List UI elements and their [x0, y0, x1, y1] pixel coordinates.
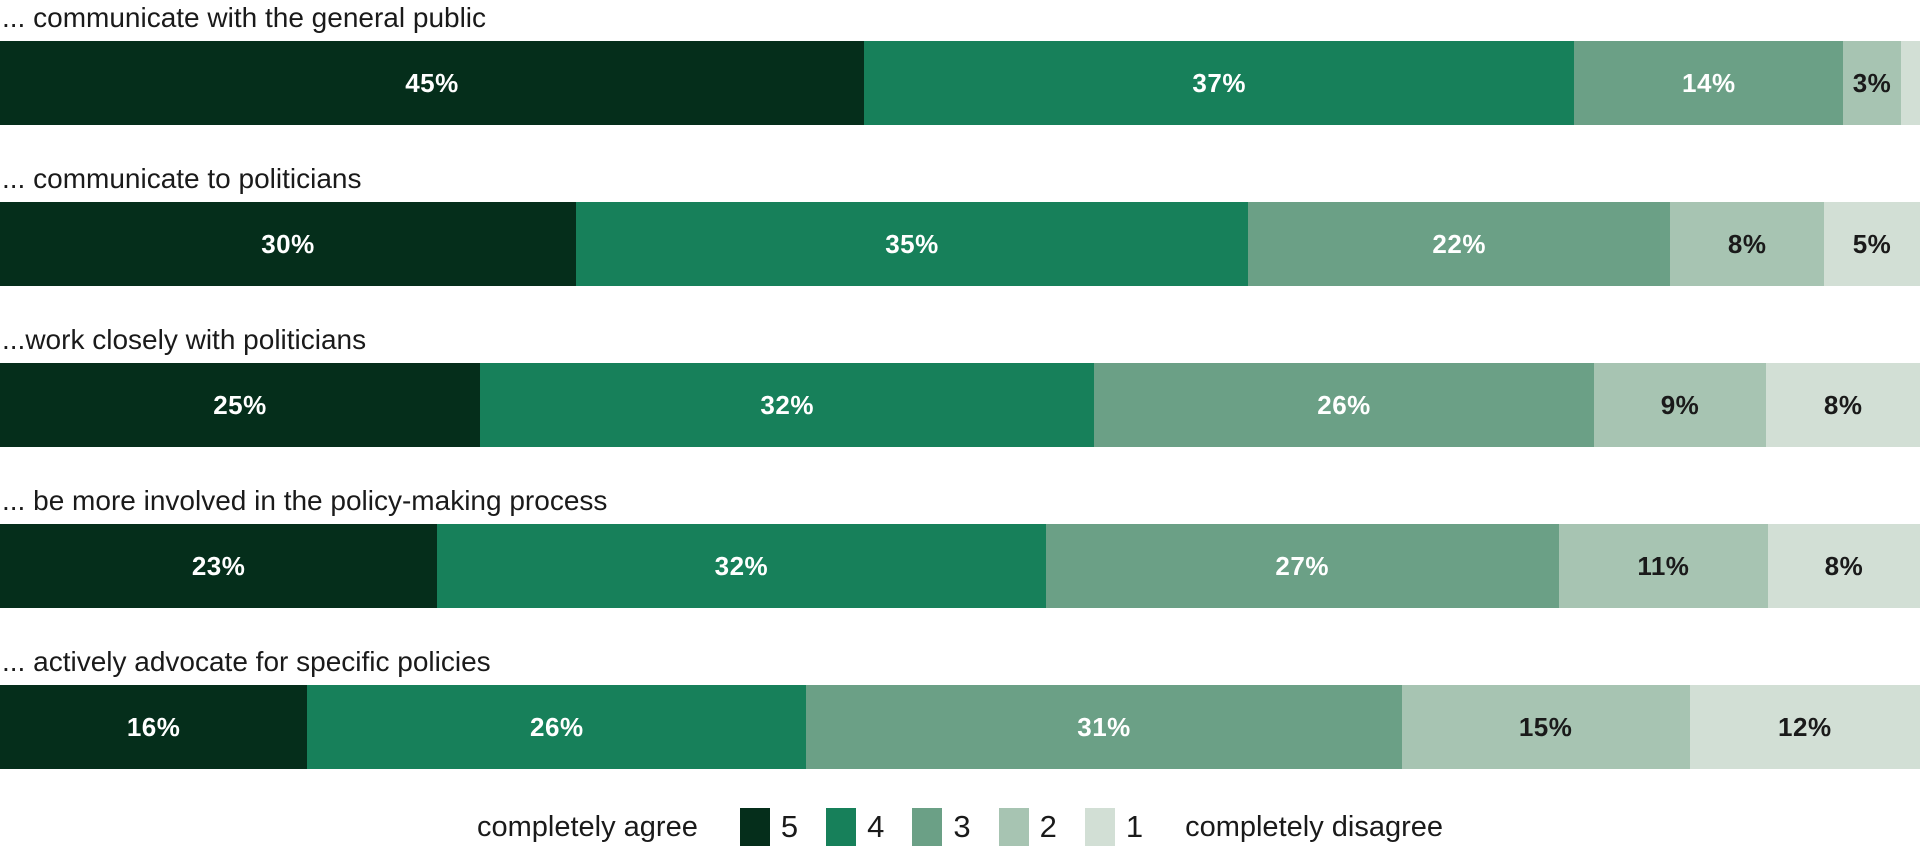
- bar-segment: 27%: [1045, 524, 1559, 608]
- segment-value-label: 31%: [1077, 711, 1131, 742]
- chart-row: ... communicate to politicians 30% 35% 22%…: [0, 163, 1920, 286]
- legend-entry: 1: [1057, 808, 1143, 846]
- segment-value-label: 3%: [1852, 67, 1892, 98]
- bar-segment: 32%: [480, 363, 1095, 447]
- bar-segment: 8%: [1766, 363, 1920, 447]
- chart-row: ... be more involved in the policy-makin…: [0, 485, 1920, 608]
- bar-segment: 37%: [864, 41, 1575, 125]
- legend-entry: 5: [698, 808, 798, 846]
- category-label: ... communicate to politicians: [2, 163, 362, 194]
- bar-segment: 26%: [1094, 363, 1594, 447]
- bar-segment: 14%: [1574, 41, 1844, 125]
- legend-entries: 5 4 3 2 1: [698, 808, 1143, 846]
- bar-segment: 45%: [0, 41, 864, 125]
- segment-value-label: 32%: [714, 550, 769, 581]
- segment-value-label: 27%: [1275, 550, 1329, 581]
- legend-swatch: [998, 808, 1029, 846]
- segment-value-label: 12%: [1778, 711, 1832, 742]
- bar-segment: 31%: [806, 685, 1402, 769]
- legend-swatch: [826, 808, 857, 846]
- segment-value-label: 5%: [1852, 228, 1892, 259]
- segment-value-label: 35%: [885, 228, 939, 259]
- segment-value-label: 9%: [1660, 389, 1700, 420]
- bar-segment: 9%: [1593, 363, 1767, 447]
- legend-left-label: completely agree: [476, 810, 698, 843]
- chart-row: ...work closely with politicians 25% 32% 2…: [0, 324, 1920, 447]
- segment-value-label: 23%: [191, 550, 246, 581]
- category-label: ... communicate with the general public: [2, 2, 487, 33]
- legend-right-label: completely disagree: [1185, 810, 1443, 843]
- bar-segment: 3%: [1843, 41, 1901, 125]
- segment-value-label: 30%: [261, 228, 315, 259]
- stacked-bar: 45% 37% 14% 3%: [0, 41, 1920, 125]
- bar-segment: 22%: [1248, 202, 1671, 286]
- legend-level-label: 3: [953, 809, 971, 844]
- stacked-bar: 16% 26% 31% 15% 12%: [0, 685, 1920, 769]
- segment-value-label: 8%: [1727, 228, 1767, 259]
- legend-level-label: 2: [1039, 809, 1057, 844]
- segment-value-label: 32%: [760, 389, 814, 420]
- category-label: ...work closely with politicians: [2, 324, 367, 355]
- bar-segment: 32%: [437, 524, 1046, 608]
- legend-swatch: [1084, 808, 1115, 846]
- bar-segment: [1900, 41, 1920, 125]
- bar-segment: 8%: [1767, 524, 1920, 608]
- segment-value-label: 11%: [1637, 550, 1690, 581]
- bar-segment: 25%: [0, 363, 480, 447]
- category-label: ... be more involved in the policy-makin…: [2, 485, 608, 516]
- stacked-bar: 25% 32% 26% 9% 8%: [0, 363, 1920, 447]
- bar-segment: 12%: [1689, 685, 1920, 769]
- legend-level-label: 1: [1125, 809, 1144, 844]
- chart-row: ... communicate with the general public …: [0, 2, 1920, 125]
- bar-segment: 8%: [1670, 202, 1824, 286]
- segment-value-label: 14%: [1682, 67, 1736, 98]
- bar-segment: 30%: [0, 202, 576, 286]
- chart-row: ... actively advocate for specific polic…: [0, 646, 1920, 769]
- bar-segment: 35%: [576, 202, 1248, 286]
- segment-value-label: 45%: [405, 67, 459, 98]
- stacked-bar: 30% 35% 22% 8% 5%: [0, 202, 1920, 286]
- legend-entry: 2: [971, 808, 1057, 846]
- segment-value-label: 15%: [1518, 711, 1573, 742]
- bar-segment: 23%: [0, 524, 438, 608]
- segment-value-label: 22%: [1432, 228, 1486, 259]
- bar-segment: 5%: [1824, 202, 1920, 286]
- legend-swatch: [912, 808, 943, 846]
- segment-value-label: 26%: [530, 711, 584, 742]
- segment-value-label: 8%: [1824, 550, 1864, 581]
- legend-level-label: 4: [867, 809, 885, 844]
- legend-entry: 4: [798, 808, 884, 846]
- legend-swatch: [739, 808, 770, 846]
- bar-segment: 11%: [1558, 524, 1768, 608]
- segment-value-label: 37%: [1192, 67, 1246, 98]
- bar-segment: 16%: [0, 685, 308, 769]
- chart-rows: ... communicate with the general public …: [0, 2, 1920, 769]
- legend-entry: 3: [884, 808, 971, 846]
- bar-segment: 26%: [307, 685, 807, 769]
- segment-value-label: 16%: [126, 711, 181, 742]
- legend-level-label: 5: [780, 809, 799, 844]
- chart-legend: completely agree 5 4 3 2 1 completely disagr…: [0, 807, 1920, 847]
- segment-value-label: 8%: [1823, 389, 1863, 420]
- category-label: ... actively advocate for specific polic…: [2, 646, 491, 677]
- bar-segment: 15%: [1401, 685, 1690, 769]
- segment-value-label: 25%: [213, 389, 267, 420]
- segment-value-label: 26%: [1317, 389, 1371, 420]
- stacked-bar: 23% 32% 27% 11% 8%: [0, 524, 1920, 608]
